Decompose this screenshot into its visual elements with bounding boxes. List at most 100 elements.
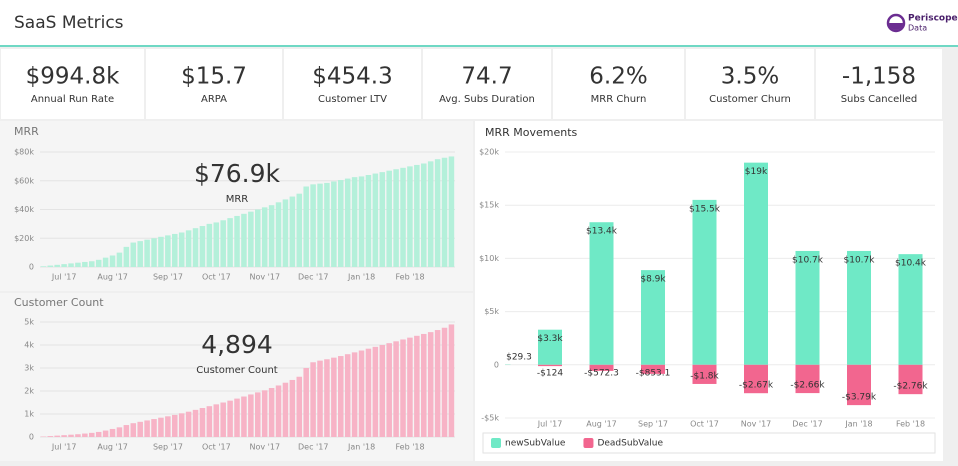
bar	[206, 406, 213, 437]
bar	[220, 220, 226, 267]
bar	[213, 222, 220, 267]
x-tick-label: Nov '17	[741, 420, 772, 429]
y-tick-label: 3k	[24, 364, 34, 373]
bar	[220, 402, 226, 437]
bar	[407, 166, 413, 267]
bar	[95, 431, 102, 437]
bar	[185, 230, 192, 267]
bar	[331, 181, 337, 267]
bar	[54, 435, 60, 437]
bar	[255, 392, 261, 437]
bar	[589, 364, 614, 371]
chart-title: MRR Movements	[485, 126, 578, 139]
bar	[331, 357, 337, 437]
bar	[358, 350, 365, 437]
bar	[393, 341, 399, 437]
value-label: $15.5k	[689, 204, 721, 214]
kpi-label: Avg. Subs Duration	[439, 94, 535, 105]
x-tick-label: Jul '17	[537, 420, 563, 429]
value-label: $10.7k	[792, 255, 824, 265]
bar	[589, 222, 614, 365]
bar	[123, 246, 130, 267]
bar	[744, 364, 768, 394]
kpi-label: Customer LTV	[318, 94, 387, 105]
bar	[227, 400, 233, 437]
bar	[641, 270, 665, 365]
y-tick-label: $5k	[484, 307, 499, 316]
bar	[847, 250, 871, 365]
bar	[137, 421, 143, 437]
bar	[344, 354, 351, 437]
kpi-card	[423, 49, 551, 119]
bar	[130, 423, 137, 437]
bar	[275, 202, 282, 267]
bar	[434, 330, 441, 437]
x-tick-label: Aug '17	[97, 273, 128, 282]
bar	[68, 434, 74, 437]
value-label: -$2.66k	[790, 381, 825, 391]
kpi-label: ARPA	[201, 94, 227, 105]
bar	[310, 362, 316, 437]
bar	[338, 180, 344, 267]
bar	[275, 385, 282, 437]
headline: $76.9k	[194, 159, 281, 188]
value-label: -$3.79k	[842, 393, 877, 403]
bar	[448, 324, 455, 437]
legend-box	[482, 432, 936, 454]
y-tick-label: $10k	[479, 254, 499, 263]
bar	[248, 211, 254, 267]
y-tick-label: 1k	[24, 410, 34, 419]
bar	[137, 241, 143, 267]
bar	[448, 156, 455, 267]
bar	[213, 404, 220, 437]
y-tick-label: 2k	[24, 387, 34, 396]
bar	[365, 348, 372, 437]
bar	[185, 411, 192, 437]
bar	[282, 382, 289, 437]
kpi-card	[1, 49, 144, 119]
bar	[379, 172, 386, 267]
logo-icon-fill	[889, 23, 903, 30]
headline: 4,894	[201, 330, 273, 359]
bar	[54, 264, 60, 267]
bar	[372, 346, 379, 437]
bar	[61, 435, 67, 437]
bar	[898, 254, 923, 365]
value-label: $10.4k	[895, 259, 927, 269]
value-label: $3.3k	[537, 334, 563, 344]
bar	[538, 329, 562, 365]
x-tick-label: Jul '17	[51, 273, 77, 282]
bar	[82, 433, 88, 437]
bar	[165, 416, 171, 437]
x-tick-label: Aug '17	[97, 443, 128, 452]
bar	[158, 236, 164, 267]
y-tick-label: 0	[494, 360, 499, 369]
kpi-card	[284, 49, 421, 119]
y-tick-label: $40k	[14, 205, 34, 214]
value-label: $19k	[745, 167, 768, 177]
bar	[324, 359, 330, 437]
bar	[692, 364, 717, 384]
bar	[427, 161, 434, 267]
x-tick-label: Jan '18	[844, 420, 872, 429]
bar	[75, 262, 81, 267]
bar	[372, 173, 379, 267]
x-tick-label: Aug '17	[586, 420, 617, 429]
bar	[365, 175, 372, 267]
value-label: $29.3	[506, 352, 532, 362]
kpi-label: Subs Cancelled	[841, 94, 918, 105]
bar	[421, 333, 427, 437]
logo-text: Periscope	[908, 14, 958, 24]
bar	[400, 339, 406, 437]
x-tick-label: Feb '18	[395, 273, 424, 282]
bar	[692, 199, 717, 365]
value-label: -$124	[537, 368, 563, 378]
bar	[158, 417, 164, 437]
bar	[303, 368, 309, 437]
bar	[109, 255, 116, 267]
headline-label: Customer Count	[196, 365, 278, 376]
x-tick-label: Jan '18	[347, 443, 375, 452]
bar	[296, 376, 303, 437]
legend-label: newSubValue	[505, 439, 566, 449]
bar	[89, 261, 95, 267]
